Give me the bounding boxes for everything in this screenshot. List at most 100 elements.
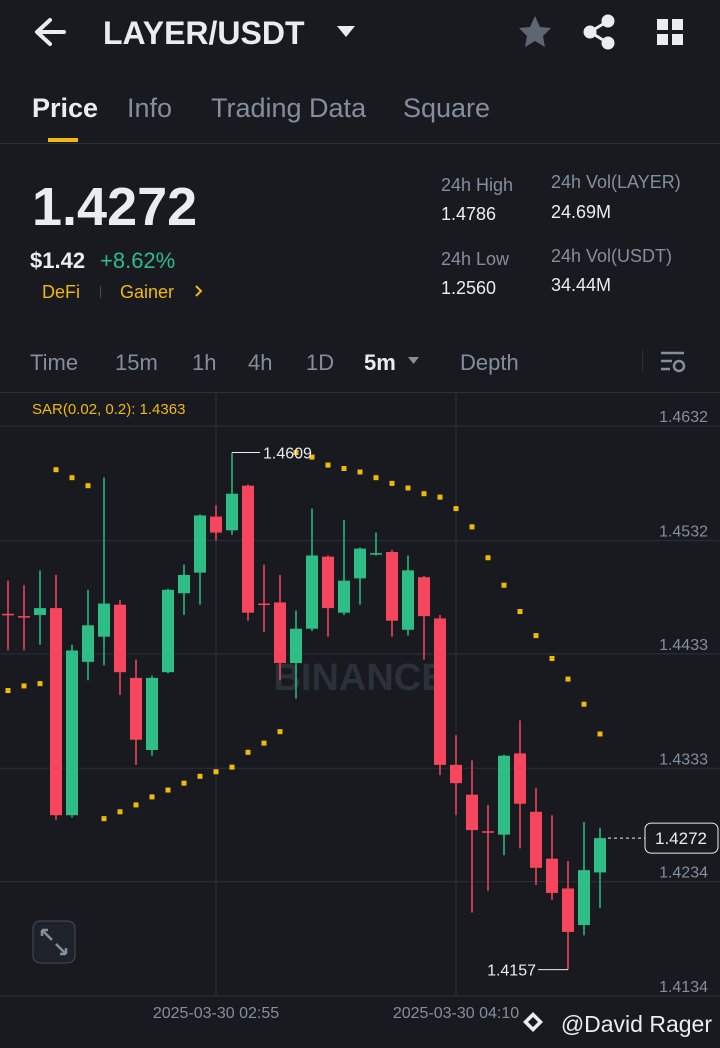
stat-label: 24h High: [441, 175, 513, 195]
candle-body: [210, 516, 222, 533]
sar-dot: [373, 475, 379, 481]
stat-label: 24h Vol(LAYER): [551, 172, 681, 192]
x-tick-label: 2025-03-30 04:10: [393, 1005, 519, 1022]
sar-dot: [565, 676, 571, 682]
usd-price: $1.42: [30, 248, 85, 273]
candle-body: [194, 515, 206, 573]
sar-dot: [309, 454, 315, 460]
candle-body: [594, 838, 606, 873]
x-tick-label: 2025-03-30 02:55: [153, 1005, 279, 1022]
sar-dot: [197, 773, 203, 779]
stat-value: 1.4786: [441, 204, 496, 224]
sar-dot: [453, 506, 459, 512]
candle-body: [114, 604, 126, 673]
candle-body: [130, 677, 142, 740]
tab[interactable]: Trading Data: [211, 93, 367, 123]
sar-dot: [261, 740, 267, 746]
candle-body: [66, 650, 78, 816]
tab[interactable]: Info: [127, 93, 172, 123]
sar-dot: [5, 687, 11, 693]
interval[interactable]: 1D: [306, 350, 334, 375]
chart-settings[interactable]: [661, 351, 686, 373]
candle-body: [370, 553, 382, 555]
divider: [0, 143, 720, 144]
share-button[interactable]: [583, 14, 615, 50]
y-tick-label: 1.4632: [659, 409, 708, 426]
sar-dot: [597, 731, 603, 737]
candle-body: [306, 555, 318, 629]
candle-body: [242, 485, 254, 613]
tag-chevron: [195, 285, 203, 297]
stat-label: 24h Low: [441, 249, 510, 269]
candle-body: [530, 811, 542, 868]
interval[interactable]: 5m: [364, 350, 396, 375]
sar-dot: [549, 655, 555, 661]
pair-title[interactable]: LAYER/USDT: [103, 15, 305, 51]
candle-body: [386, 552, 398, 621]
candle-body: [450, 764, 462, 784]
sar-dot: [149, 794, 155, 800]
interval[interactable]: 15m: [115, 350, 158, 375]
interval[interactable]: 4h: [248, 350, 272, 375]
sar-dot: [485, 555, 491, 561]
sar-dot: [133, 802, 139, 808]
candlestick-chart: BINANCE SAR(0.02, 0.2): 1.4363 2025-03-3…: [0, 393, 720, 1022]
interval-dropdown[interactable]: [408, 357, 419, 364]
tab[interactable]: Price: [32, 93, 98, 123]
sar-dot: [117, 809, 123, 815]
candle-body: [466, 794, 478, 831]
y-tick-label: 1.4333: [659, 751, 708, 768]
fullscreen-button[interactable]: [32, 920, 76, 964]
candle-body: [258, 603, 270, 606]
tag[interactable]: DeFi: [42, 282, 80, 302]
max-label: 1.4609: [263, 445, 312, 462]
sar-dot: [341, 466, 347, 472]
sar-dot: [229, 764, 235, 770]
candle-body: [146, 677, 158, 750]
fullscreen-icon: [40, 928, 68, 956]
sar-dot: [85, 483, 91, 489]
divider: [642, 350, 643, 372]
interval[interactable]: 1h: [192, 350, 216, 375]
layout-button[interactable]: [657, 19, 683, 45]
tab[interactable]: Square: [403, 93, 490, 123]
stat-value: 34.44M: [551, 275, 611, 295]
y-tick-label: 1.4532: [659, 524, 708, 541]
favorite-star[interactable]: [519, 16, 551, 47]
tab-indicator: [48, 138, 78, 142]
candle-body: [338, 580, 350, 613]
candle-body: [322, 556, 334, 609]
candle-body: [178, 574, 190, 594]
candle-body: [18, 616, 30, 618]
sar-dot: [277, 729, 283, 735]
candle-body: [34, 608, 46, 615]
min-label: 1.4157: [487, 963, 536, 980]
credit: @David Rager: [561, 1011, 713, 1037]
interval[interactable]: Time: [30, 350, 78, 375]
candle-body: [434, 618, 446, 765]
candle-body: [226, 493, 238, 531]
sar-dot: [501, 582, 507, 588]
y-tick-label: 1.4134: [659, 979, 708, 996]
candle-body: [402, 570, 414, 630]
stat-value: 1.2560: [441, 278, 496, 298]
watermark: BINANCE: [273, 657, 446, 699]
tag[interactable]: Gainer: [120, 282, 174, 302]
interval[interactable]: Depth: [460, 350, 519, 375]
candle-body: [274, 602, 286, 664]
indicator-label: SAR(0.02, 0.2): 1.4363: [32, 401, 185, 418]
sar-dot: [581, 701, 587, 707]
candle-body: [498, 755, 510, 835]
credit-logo: [523, 1012, 543, 1032]
candle-body: [546, 858, 558, 894]
pair-dropdown[interactable]: [337, 26, 355, 37]
back-button[interactable]: [35, 18, 66, 46]
candle-body: [514, 753, 526, 804]
last-price-box: [644, 822, 719, 854]
sar-dot: [181, 780, 187, 786]
sar-dot: [69, 475, 75, 481]
price-change: +8.62%: [100, 248, 175, 273]
candle-body: [50, 608, 62, 816]
y-tick-label: 1.4234: [659, 865, 708, 882]
